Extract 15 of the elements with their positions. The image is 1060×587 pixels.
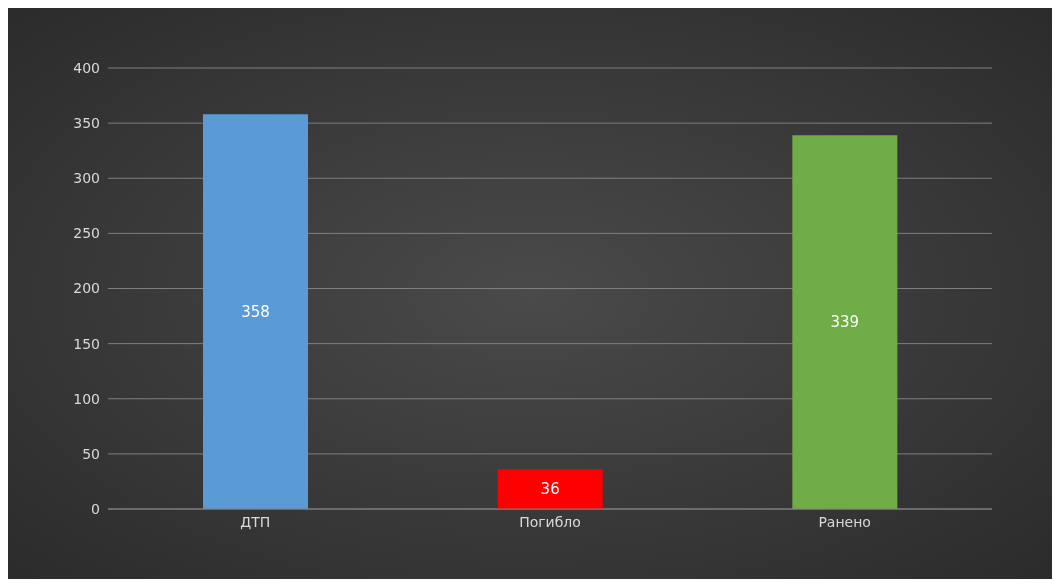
y-tick-label: 400	[73, 59, 100, 76]
y-tick-label: 350	[73, 115, 100, 132]
data-label: 36	[540, 480, 560, 499]
y-tick-label: 100	[73, 390, 100, 407]
y-tick-label: 300	[73, 170, 100, 187]
y-tick-label: 200	[73, 280, 100, 297]
y-tick-label: 0	[91, 500, 100, 517]
x-tick-label: ДТП	[240, 513, 271, 530]
y-tick-label: 50	[82, 445, 100, 462]
y-tick-label: 150	[73, 335, 100, 352]
x-tick-label: Ранено	[818, 513, 871, 530]
data-label: 358	[241, 302, 270, 321]
y-tick-label: 250	[73, 225, 100, 242]
x-tick-label: Погибло	[519, 513, 581, 530]
data-label: 339	[830, 313, 860, 332]
